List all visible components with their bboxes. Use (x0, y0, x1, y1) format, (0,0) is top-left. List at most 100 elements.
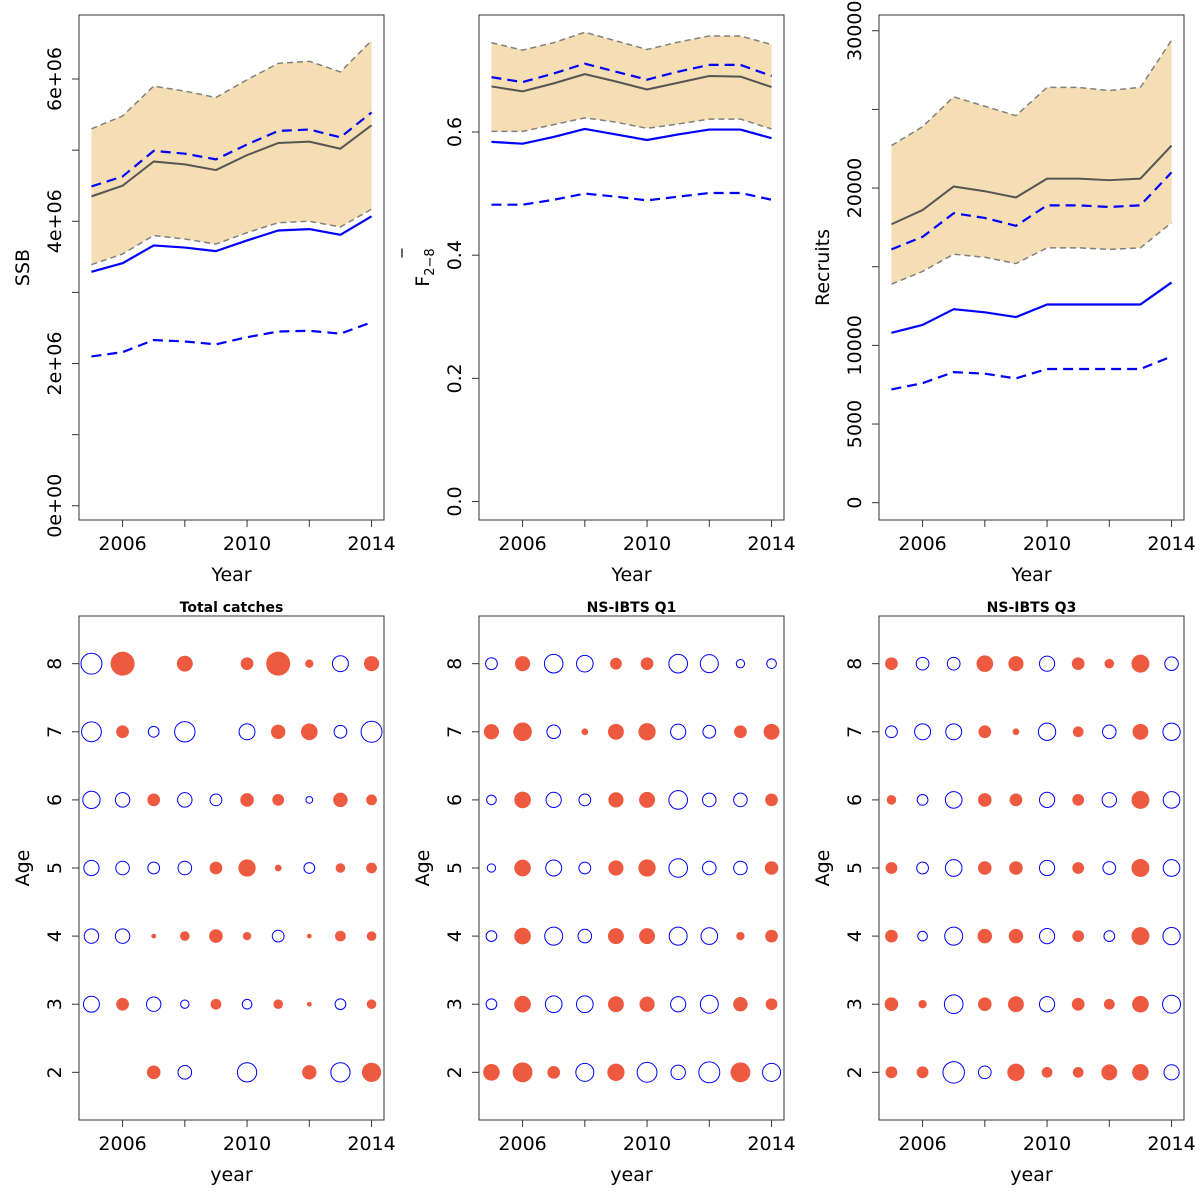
confidence-band (891, 40, 1172, 285)
residual-bubble-positive (1072, 930, 1085, 942)
y-tick-label: 2 (844, 1066, 866, 1078)
median-line (91, 124, 373, 198)
residual-bubble-negative (575, 995, 594, 1014)
x-tick-label: 2010 (223, 533, 271, 555)
residual-bubble-positive (180, 931, 190, 941)
residual-bubble-positive (335, 930, 346, 942)
y-tick-label: 8 (444, 658, 466, 670)
residual-bubble-positive (1007, 1063, 1025, 1081)
residual-bubble-positive (514, 656, 531, 672)
residual-bubble-negative (914, 723, 932, 741)
residual-bubble-positive (176, 655, 193, 672)
residual-bubble-positive (366, 794, 377, 806)
residual-bubble-positive (639, 791, 656, 808)
residual-bubble-positive (885, 862, 898, 874)
residual-bubble-positive (514, 791, 531, 809)
residual-bubble-negative (1038, 791, 1056, 808)
residual-bubble-negative (145, 996, 162, 1012)
residual-bubble-negative (238, 723, 256, 741)
residual-bubble-positive (147, 793, 161, 807)
y-tick-label: 2e+06 (44, 332, 66, 396)
residual-bubble-negative (174, 721, 196, 743)
band-lower-line (91, 208, 372, 266)
y-axis-label: Age (812, 850, 834, 887)
residual-bubble-positive (333, 792, 348, 808)
x-tick-label: 2014 (347, 1133, 395, 1155)
y-tick-label: 5 (44, 862, 66, 874)
residual-bubble-negative (114, 928, 131, 944)
residual-bubble-negative (735, 659, 746, 669)
x-axis-label: year (210, 1164, 253, 1186)
residual-bubble-negative (702, 724, 717, 739)
y-tick-label: 2 (44, 1066, 66, 1078)
residual-bubble-positive (300, 723, 318, 741)
y-axis-label-subscript: 2−8 (423, 248, 438, 275)
x-tick-label: 2014 (1147, 533, 1195, 555)
residual-bubble-negative (762, 1062, 782, 1082)
residual-bubble-positive (639, 996, 655, 1012)
residual-bubble-positive (116, 997, 129, 1011)
blue-dashed-upper-line (91, 111, 373, 188)
residual-bubble-negative (916, 794, 929, 806)
x-tick-label: 2010 (1023, 533, 1071, 555)
residual-bubble-negative (733, 860, 748, 876)
residual-bubble-negative (1162, 859, 1181, 877)
y-tick-label: 2 (444, 1066, 466, 1078)
residual-bubble-negative (702, 860, 717, 876)
blue-dashed-lower-line (891, 355, 1172, 391)
residual-bubble-positive (306, 1001, 312, 1007)
y-tick-label: 7 (844, 726, 866, 738)
y-tick-label: 6e+06 (44, 47, 66, 111)
y-tick-label: 8 (44, 658, 66, 670)
residual-bubble-negative (944, 859, 963, 877)
residual-bubble-positive (607, 1063, 625, 1081)
y-tick-label: 0.2 (444, 363, 466, 393)
residual-bubble-positive (240, 793, 254, 807)
residual-bubble-positive (238, 859, 256, 877)
y-axis-label: SSB (12, 249, 34, 286)
x-tick-label: 2006 (898, 1133, 946, 1155)
residual-bubble-positive (638, 723, 656, 741)
residual-bubble-positive (608, 860, 624, 876)
x-tick-label: 2010 (623, 1133, 671, 1155)
residual-bubble-negative (670, 1064, 686, 1081)
y-tick-label: 0 (844, 497, 866, 509)
residual-bubble-negative (82, 995, 100, 1013)
residual-bubble-negative (766, 658, 777, 669)
residual-bubble-positive (210, 998, 222, 1010)
y-tick-label: 5 (444, 862, 466, 874)
x-axis-label: Year (610, 564, 651, 586)
residual-bubble-positive (1071, 997, 1085, 1011)
x-tick-label: 2010 (223, 1133, 271, 1155)
blue-solid-line (91, 215, 373, 273)
residual-bubble-positive (765, 793, 778, 807)
residual-bubble-negative (80, 652, 103, 675)
y-axis-label: Recruits (812, 229, 834, 306)
residual-bubble-negative (83, 859, 100, 877)
residual-bubble-negative (333, 724, 348, 739)
residual-bubble-negative (83, 928, 100, 944)
residual-bubble-positive (209, 861, 223, 875)
residual-bubble-positive (513, 722, 532, 742)
residual-bubble-negative (546, 724, 561, 740)
y-tick-label: 5000 (844, 400, 866, 448)
residual-bubble-positive (1072, 794, 1085, 806)
residual-bubble-negative (943, 994, 964, 1015)
y-axis-label: Age (412, 850, 434, 887)
y-tick-label: 6 (444, 794, 466, 806)
residual-bubble-positive (1131, 859, 1150, 877)
median-line (491, 73, 772, 93)
residual-bubble-positive (1072, 862, 1085, 874)
x-tick-label: 2006 (898, 533, 946, 555)
residual-bubble-positive (885, 929, 898, 943)
residual-bubble-positive (885, 657, 898, 671)
y-tick-label: 0e+00 (44, 474, 66, 538)
residual-bubble-negative (82, 790, 101, 810)
y-tick-label: 6 (844, 794, 866, 806)
residual-bubble-positive (1104, 658, 1115, 669)
x-tick-label: 2006 (98, 1133, 146, 1155)
residual-bubble-negative (545, 859, 563, 877)
y-tick-label: 0.6 (444, 117, 466, 147)
residual-bubble-negative (944, 926, 964, 946)
residual-bubble-positive (607, 928, 624, 945)
